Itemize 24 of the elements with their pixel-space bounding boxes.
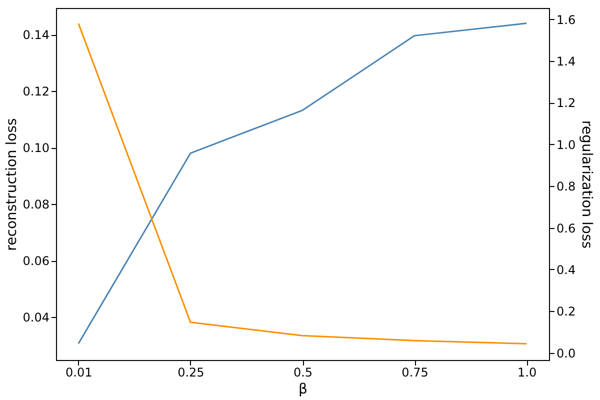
y2-tick-label: 0.8: [556, 180, 576, 194]
x-tick-label: 1.0: [518, 366, 537, 380]
y-tick-label: 0.10: [22, 141, 50, 156]
y2-tick-label: 0.2: [556, 304, 576, 319]
x-tick-label: 0.5: [293, 366, 313, 380]
x-tick-label: 0.25: [178, 366, 204, 380]
x-tick-label: 0.01: [66, 366, 92, 380]
y2-axis-title: regularization loss: [578, 120, 595, 249]
y-axis-title: reconstruction loss: [4, 118, 20, 251]
y2-tick-label: 0.6: [556, 221, 576, 236]
x-axis-title: β: [298, 382, 308, 398]
line-series: [78, 22, 528, 344]
y2-tick-label: 1.2: [556, 96, 576, 110]
y2-tick-label: 0.0: [556, 346, 576, 360]
y2-tick-label: 0.4: [556, 263, 576, 277]
y-tick-label: 0.04: [22, 310, 50, 325]
y-tick-label: 0.14: [22, 28, 50, 42]
y2-tick-label: 1.6: [556, 12, 576, 27]
x-tick-label: 0.75: [402, 366, 428, 380]
y2-tick-label: 1.4: [556, 54, 576, 68]
y-tick-label: 0.08: [22, 198, 50, 212]
y-tick-label: 0.06: [22, 254, 50, 268]
y2-tick-label: 1.0: [556, 138, 576, 152]
y-tick-label: 0.12: [22, 84, 50, 99]
